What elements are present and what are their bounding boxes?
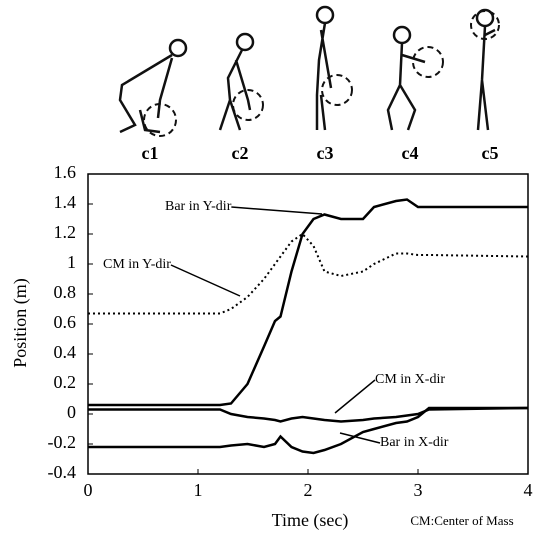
y-tick-label: 0 [67,402,76,422]
x-tick-label: 2 [304,480,313,500]
series-line [88,406,528,455]
series-line [88,198,528,407]
series-label: Bar in Y-dir [165,199,232,214]
phase-label: c5 [482,143,499,163]
athlete-figures [118,5,500,137]
x-tick-label: 0 [84,480,93,500]
y-tick-label: 0.2 [54,372,77,392]
series-line [88,232,529,315]
leader-line [231,206,323,215]
y-tick-label: -0.2 [48,432,77,452]
x-tick-label: 1 [194,480,203,500]
y-tick-label: 0.4 [54,342,77,362]
series-label: CM in X-dir [375,372,445,387]
phase-label: c4 [402,143,419,163]
phase-label: c2 [232,143,249,163]
x-tick-label: 3 [414,480,423,500]
series-line [88,406,529,423]
y-axis-label: Position (m) [10,278,31,368]
y-tick-label: 0.8 [54,282,77,302]
y-tick-label: 1.6 [54,162,77,182]
phase-label: c1 [142,143,159,163]
leader-line [339,432,381,444]
x-tick-label: 4 [524,480,533,500]
y-tick-label: 1.2 [54,222,77,242]
y-tick-label: 0.6 [54,312,77,332]
y-tick-label: 1 [67,252,76,272]
y-tick-label: -0.4 [48,462,77,482]
note: CM:Center of Mass [410,513,513,528]
leader-line [334,379,376,414]
leader-line [170,264,241,297]
y-tick-label: 1.4 [54,192,77,212]
plot-frame [87,173,529,475]
series-label: CM in Y-dir [103,257,171,272]
phase-label: c3 [317,143,334,163]
x-axis-label: Time (sec) [272,510,349,531]
series-label: Bar in X-dir [380,435,449,450]
